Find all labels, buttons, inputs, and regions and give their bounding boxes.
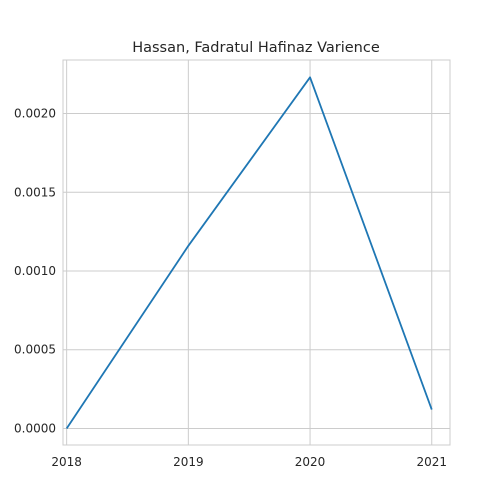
plot-area [62,59,451,446]
y-tick-label: 0.0005 [14,343,56,357]
chart-title: Hassan, Fadratul Hafinaz Varience [132,40,380,56]
y-tick-label: 0.0015 [14,185,56,199]
x-tick-label: 2021 [416,455,447,469]
series-line [65,76,433,429]
y-axis: 0.0000 0.0005 0.0010 0.0015 0.0020 [14,107,56,436]
x-tick-label: 2020 [295,455,326,469]
x-tick-label: 2018 [51,455,82,469]
y-tick-label: 0.0020 [14,107,56,121]
series-layer [65,76,433,429]
x-axis: 2018 2019 2020 2021 [51,455,447,469]
grid [63,60,450,445]
y-tick-label: 0.0000 [14,421,56,435]
x-tick-label: 2019 [173,455,204,469]
y-tick-label: 0.0010 [14,264,56,278]
